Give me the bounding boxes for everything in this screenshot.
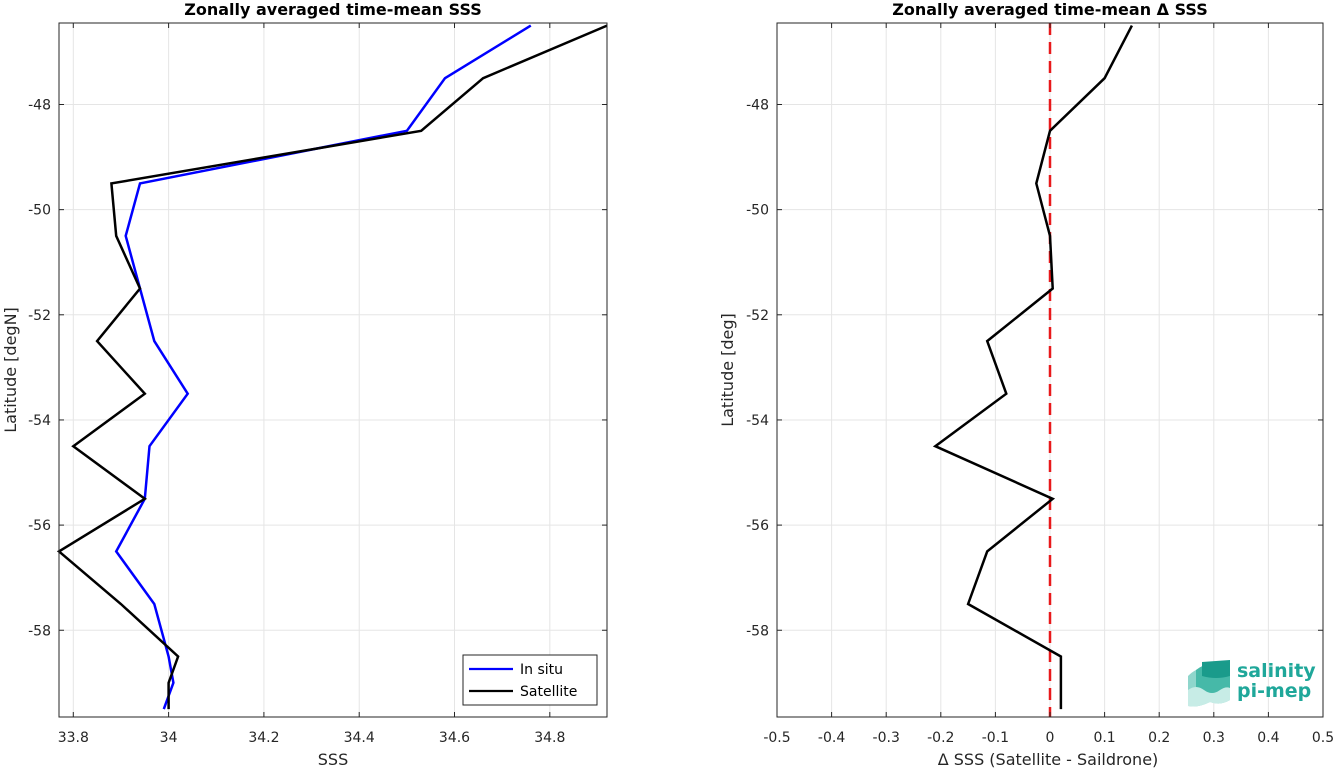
right-y-tick-label: -48 (746, 97, 769, 113)
right-y-tick-label: -50 (746, 203, 769, 219)
right-x-tick-label: -0.5 (763, 730, 790, 746)
right-series (932, 25, 1134, 710)
right-panel: -0.5 -0.4 -0.3 -0.2 -0.1 0 0.1 0.2 0.3 0.4 0.5 -58 -… (718, 0, 1334, 769)
left-x-tick-label: 34.8 (534, 730, 565, 746)
right-x-tick-label: 0.4 (1257, 730, 1279, 746)
right-x-tick-label: 0 (1046, 730, 1055, 746)
right-x-tick-label: 0.2 (1148, 730, 1170, 746)
logo-line1: salinity (1237, 660, 1316, 682)
right-y-axis-label: Latitude [deg] (718, 313, 737, 427)
salinity-pi-mep-logo: salinity pi-mep (1188, 660, 1316, 707)
left-chart-title: Zonally averaged time-mean SSS (184, 0, 482, 19)
right-x-axis-label: Δ SSS (Satellite - Saildrone) (938, 750, 1159, 769)
left-y-tick-label: -58 (28, 623, 51, 639)
left-series-line-satellite (56, 24, 608, 710)
legend: In situ Satellite (462, 654, 598, 706)
legend-box (462, 654, 598, 706)
left-y-tick-label: -50 (28, 203, 51, 219)
left-y-axis-label: Latitude [degN] (1, 307, 20, 433)
right-x-tick-label: 0.3 (1203, 730, 1225, 746)
left-x-tick-label: 34.4 (344, 730, 375, 746)
right-x-tick-label: -0.2 (927, 730, 954, 746)
left-x-tick-label: 34.2 (248, 730, 279, 746)
right-x-tick-label: -0.3 (873, 730, 900, 746)
right-x-tick-label: 0.5 (1312, 730, 1334, 746)
right-y-tick-label: -58 (746, 623, 769, 639)
left-panel: 33.8 34 34.2 34.4 34.6 34.8 -58 -56 -54 -52 -50 -48… (1, 0, 608, 769)
logo-line2: pi-mep (1237, 680, 1311, 702)
left-x-tick-label: 33.8 (58, 730, 89, 746)
right-x-tick-label: -0.1 (982, 730, 1009, 746)
legend-label-satellite: Satellite (520, 684, 577, 700)
left-series (56, 24, 608, 710)
left-plot-area (59, 23, 607, 717)
logo-waves-icon (1188, 660, 1230, 707)
left-x-axis-label: SSS (318, 750, 348, 769)
right-y-tick-label: -52 (746, 308, 769, 324)
right-y-tick-label: -54 (746, 413, 769, 429)
right-y-tick-label: -56 (746, 518, 769, 534)
right-x-tick-label: -0.4 (818, 730, 845, 746)
left-y-tick-label: -54 (28, 413, 51, 429)
left-axes-box (58, 22, 608, 718)
left-grid (59, 23, 607, 717)
right-series-line-delta-sss (932, 25, 1134, 710)
right-ticks: -0.5 -0.4 -0.3 -0.2 -0.1 0 0.1 0.2 0.3 0.4 0.5 -58 -… (746, 23, 1334, 746)
left-x-tick-label: 34.6 (439, 730, 470, 746)
left-y-tick-label: -52 (28, 308, 51, 324)
left-ticks: 33.8 34 34.2 34.4 34.6 34.8 -58 -56 -54 -52 -50 -48 (28, 23, 607, 746)
right-chart-title: Zonally averaged time-mean Δ SSS (892, 0, 1208, 19)
left-y-tick-label: -48 (28, 97, 51, 113)
left-y-tick-label: -56 (28, 518, 51, 534)
left-x-tick-label: 34 (160, 730, 178, 746)
right-x-tick-label: 0.1 (1093, 730, 1115, 746)
legend-label-in-situ: In situ (520, 662, 563, 678)
